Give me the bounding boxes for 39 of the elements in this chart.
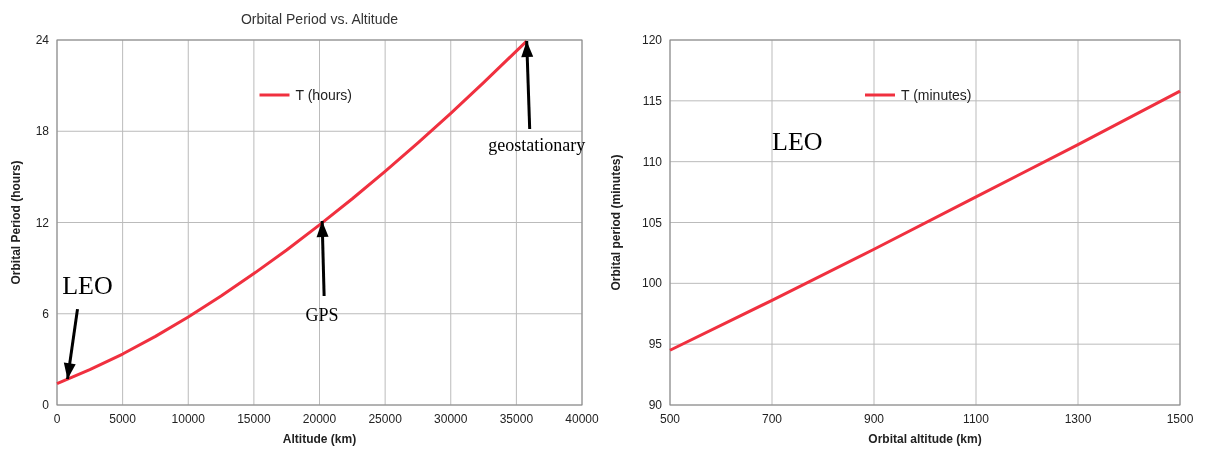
legend-label: T (hours) bbox=[295, 87, 353, 103]
y-tick-label: 105 bbox=[641, 215, 663, 230]
y-axis-title: Orbital period (minutes) bbox=[609, 154, 623, 291]
annotation: GPS bbox=[305, 304, 339, 325]
x-tick-label: 1100 bbox=[963, 412, 990, 426]
y-tick-label: 120 bbox=[641, 33, 663, 47]
x-tick-label: 5000 bbox=[109, 412, 137, 426]
chart-title: Orbital Period vs. Altitude bbox=[240, 11, 399, 27]
x-tick-label: 20000 bbox=[302, 412, 337, 426]
annotation: geostationary bbox=[488, 135, 586, 156]
y-tick-label: 100 bbox=[641, 276, 663, 291]
y-tick-label: 95 bbox=[648, 337, 663, 352]
x-tick-label: 25000 bbox=[368, 412, 403, 426]
x-tick-label: 700 bbox=[761, 412, 783, 426]
line-series bbox=[668, 89, 1182, 352]
x-tick-label: 35000 bbox=[499, 412, 534, 426]
y-tick-label: 12 bbox=[35, 215, 50, 230]
annotation: LEO bbox=[772, 126, 823, 156]
x-tick-label: 15000 bbox=[237, 412, 271, 426]
y-tick-label: 24 bbox=[35, 33, 50, 47]
y-tick-label: 110 bbox=[642, 154, 663, 169]
y-axis-title: Orbital Period (hours) bbox=[9, 160, 23, 285]
y-tick-label: 115 bbox=[642, 93, 663, 108]
x-axis-title: Altitude (km) bbox=[282, 432, 357, 446]
x-axis-title: Orbital altitude (km) bbox=[868, 432, 982, 446]
x-tick-label: 30000 bbox=[434, 412, 468, 426]
x-tick-label: 1500 bbox=[1166, 412, 1194, 426]
annotation: LEO bbox=[62, 271, 113, 301]
x-tick-label: 500 bbox=[659, 412, 681, 426]
y-tick-label: 6 bbox=[42, 306, 50, 321]
x-tick-label: 1300 bbox=[1064, 412, 1092, 426]
y-tick-label: 90 bbox=[648, 398, 663, 412]
y-tick-label: 0 bbox=[42, 398, 50, 412]
x-tick-label: 40000 bbox=[565, 412, 600, 426]
y-tick-label: 18 bbox=[35, 124, 50, 139]
legend-label: T (minutes) bbox=[901, 87, 972, 103]
x-tick-label: 0 bbox=[53, 412, 61, 426]
x-tick-label: 10000 bbox=[171, 412, 206, 426]
x-tick-label: 900 bbox=[863, 412, 885, 426]
